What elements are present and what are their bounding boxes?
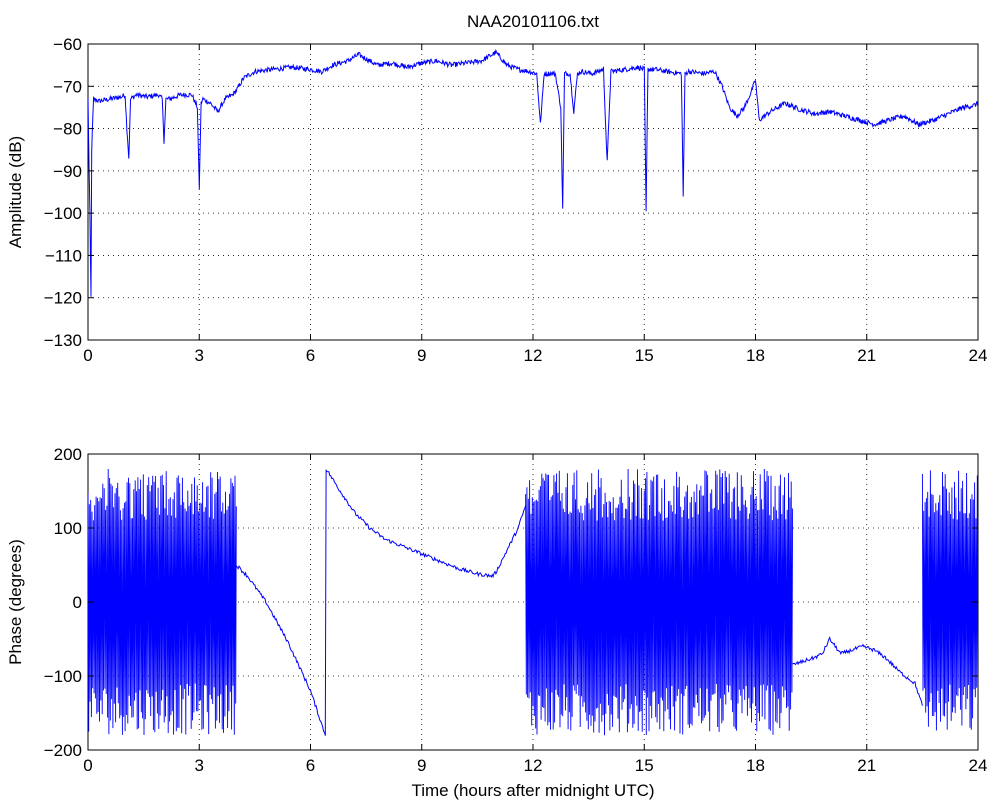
amplitude-ticks: 0 3 6 9 12 15 18 21 24 −130 −120 −110 −100 −90 −80 −70 −…: [44, 35, 988, 365]
phase-wrapped-segment: [921, 470, 978, 731]
phase-x-axis-label: Time (hours after midnight UTC): [411, 781, 654, 800]
y-tick-label: −110: [45, 246, 82, 265]
x-tick-label: 9: [417, 346, 426, 365]
x-tick-label: 21: [857, 756, 876, 775]
phase-series: [88, 468, 978, 736]
y-tick-label: −120: [44, 289, 82, 308]
phase-axes: 0 3 6 9 12 15 18 21 24 −200 −100 0 100 200 Time (hour…: [6, 445, 987, 800]
amplitude-line: [88, 48, 978, 297]
x-tick-label: 18: [746, 346, 765, 365]
x-tick-label: 9: [417, 756, 426, 775]
phase-wrapped-segment: [525, 468, 794, 736]
x-tick-label: 21: [857, 346, 876, 365]
amplitude-axes: 0 3 6 9 12 15 18 21 24 −130 −120 −110 −100 −90 −80 −70 −…: [6, 12, 987, 365]
amplitude-y-axis-label: Amplitude (dB): [6, 136, 25, 248]
x-tick-label: 0: [83, 756, 92, 775]
x-tick-label: 0: [83, 346, 92, 365]
y-tick-label: −70: [53, 77, 82, 96]
y-tick-label: −100: [44, 667, 82, 686]
y-tick-label: −200: [44, 741, 82, 760]
chart-title: NAA20101106.txt: [467, 12, 599, 31]
x-tick-label: 6: [306, 756, 315, 775]
amplitude-grid: [88, 44, 978, 340]
phase-y-axis-label: Phase (degrees): [6, 539, 25, 665]
y-tick-label: 0: [73, 593, 82, 612]
phase-line-segment: [235, 565, 326, 736]
phase-ticks: 0 3 6 9 12 15 18 21 24 −200 −100 0 100 200: [44, 445, 988, 775]
amplitude-series: [88, 48, 978, 297]
y-tick-label: −130: [44, 331, 82, 350]
x-tick-label: 15: [635, 346, 654, 365]
y-tick-label: −100: [44, 204, 82, 223]
x-tick-label: 24: [969, 346, 988, 365]
phase-wrapped-segment: [88, 468, 237, 736]
phase-line-segment: [324, 469, 527, 736]
y-tick-label: 200: [54, 445, 82, 464]
x-tick-label: 18: [746, 756, 765, 775]
phase-line-segment: [792, 636, 923, 706]
y-tick-label: −90: [53, 162, 82, 181]
y-tick-label: 100: [54, 519, 82, 538]
x-tick-label: 15: [635, 756, 654, 775]
y-tick-label: −80: [53, 120, 82, 139]
x-tick-label: 3: [195, 346, 204, 365]
x-tick-label: 24: [969, 756, 988, 775]
x-tick-label: 6: [306, 346, 315, 365]
x-tick-label: 3: [195, 756, 204, 775]
x-tick-label: 12: [524, 346, 543, 365]
x-tick-label: 12: [524, 756, 543, 775]
y-tick-label: −60: [53, 35, 82, 54]
